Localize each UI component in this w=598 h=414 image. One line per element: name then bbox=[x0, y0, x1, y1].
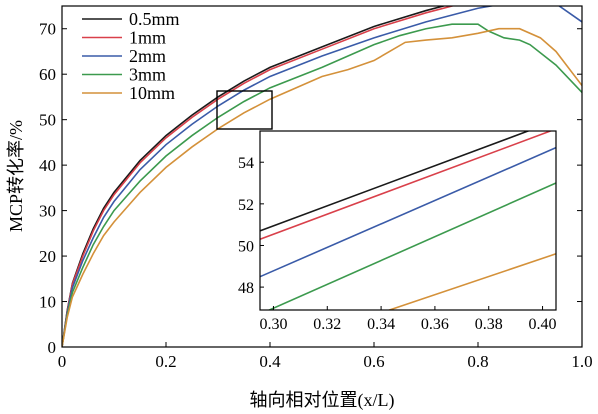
series-line-2mm bbox=[260, 146, 556, 278]
main-plot-frame bbox=[61, 5, 583, 348]
x-tick-label: 0.38 bbox=[475, 316, 503, 333]
x-tick-label: 0.2 bbox=[155, 352, 176, 371]
series-line-10mm bbox=[62, 27, 582, 347]
y-axis-title: MCP转化率/% bbox=[6, 120, 26, 232]
y-tick-label: 48 bbox=[238, 280, 254, 297]
x-tick-label: 0 bbox=[58, 352, 67, 371]
y-tick-label: 10 bbox=[39, 293, 56, 312]
main-plot-lines bbox=[62, 6, 582, 347]
y-tick-label: 60 bbox=[39, 65, 56, 84]
legend-label-2mm: 2mm bbox=[129, 46, 166, 66]
x-tick-label: 1.0 bbox=[571, 352, 592, 371]
y-tick-label: 54 bbox=[238, 155, 254, 172]
legend-label-10mm: 10mm bbox=[129, 83, 175, 103]
x-tick-label: 0.4 bbox=[259, 352, 281, 371]
series-line-3mm bbox=[62, 23, 582, 347]
series-line-2mm bbox=[62, 6, 582, 347]
inset-plot-lines bbox=[260, 131, 556, 310]
series-line-1mm bbox=[260, 131, 553, 240]
y-tick-label: 52 bbox=[238, 197, 254, 214]
series-line-1mm bbox=[62, 6, 456, 347]
series-line-3mm bbox=[267, 182, 556, 310]
legend-label-3mm: 3mm bbox=[129, 65, 166, 85]
series-line-0.5mm bbox=[62, 6, 447, 347]
x-tick-label: 0.6 bbox=[363, 352, 384, 371]
x-tick-label: 0.30 bbox=[259, 316, 287, 333]
x-tick-label: 0.8 bbox=[467, 352, 488, 371]
x-tick-label: 0.40 bbox=[529, 316, 557, 333]
x-axis-title: 轴向相对位置(x/L) bbox=[250, 390, 395, 411]
zoom-region-box bbox=[216, 90, 273, 130]
x-tick-label: 0.36 bbox=[421, 316, 449, 333]
y-tick-label: 50 bbox=[238, 238, 254, 255]
y-tick-label: 40 bbox=[39, 156, 56, 175]
legend-label-0.5mm: 0.5mm bbox=[129, 9, 180, 29]
inset-axis-ticks: 0.30 0.32 0.34 0.36 0.38 0.40 48 50 52 54 bbox=[238, 155, 557, 333]
series-line-0.5mm bbox=[260, 131, 531, 232]
legend-label-1mm: 1mm bbox=[129, 28, 166, 48]
y-tick-label: 70 bbox=[39, 20, 56, 39]
inset-background bbox=[260, 131, 556, 310]
y-tick-label: 20 bbox=[39, 247, 56, 266]
y-tick-label: 50 bbox=[39, 111, 56, 130]
x-tick-label: 0.32 bbox=[313, 316, 341, 333]
x-tick-label: 0.34 bbox=[367, 316, 395, 333]
y-tick-label: 30 bbox=[39, 202, 56, 221]
series-line-10mm bbox=[386, 253, 556, 310]
inset-plot-frame bbox=[259, 130, 557, 311]
main-axis-ticks: 0 0.2 0.4 0.6 0.8 1.0 0 10 20 30 40 50 60 70 bbox=[39, 20, 593, 371]
y-tick-label: 0 bbox=[48, 338, 57, 357]
